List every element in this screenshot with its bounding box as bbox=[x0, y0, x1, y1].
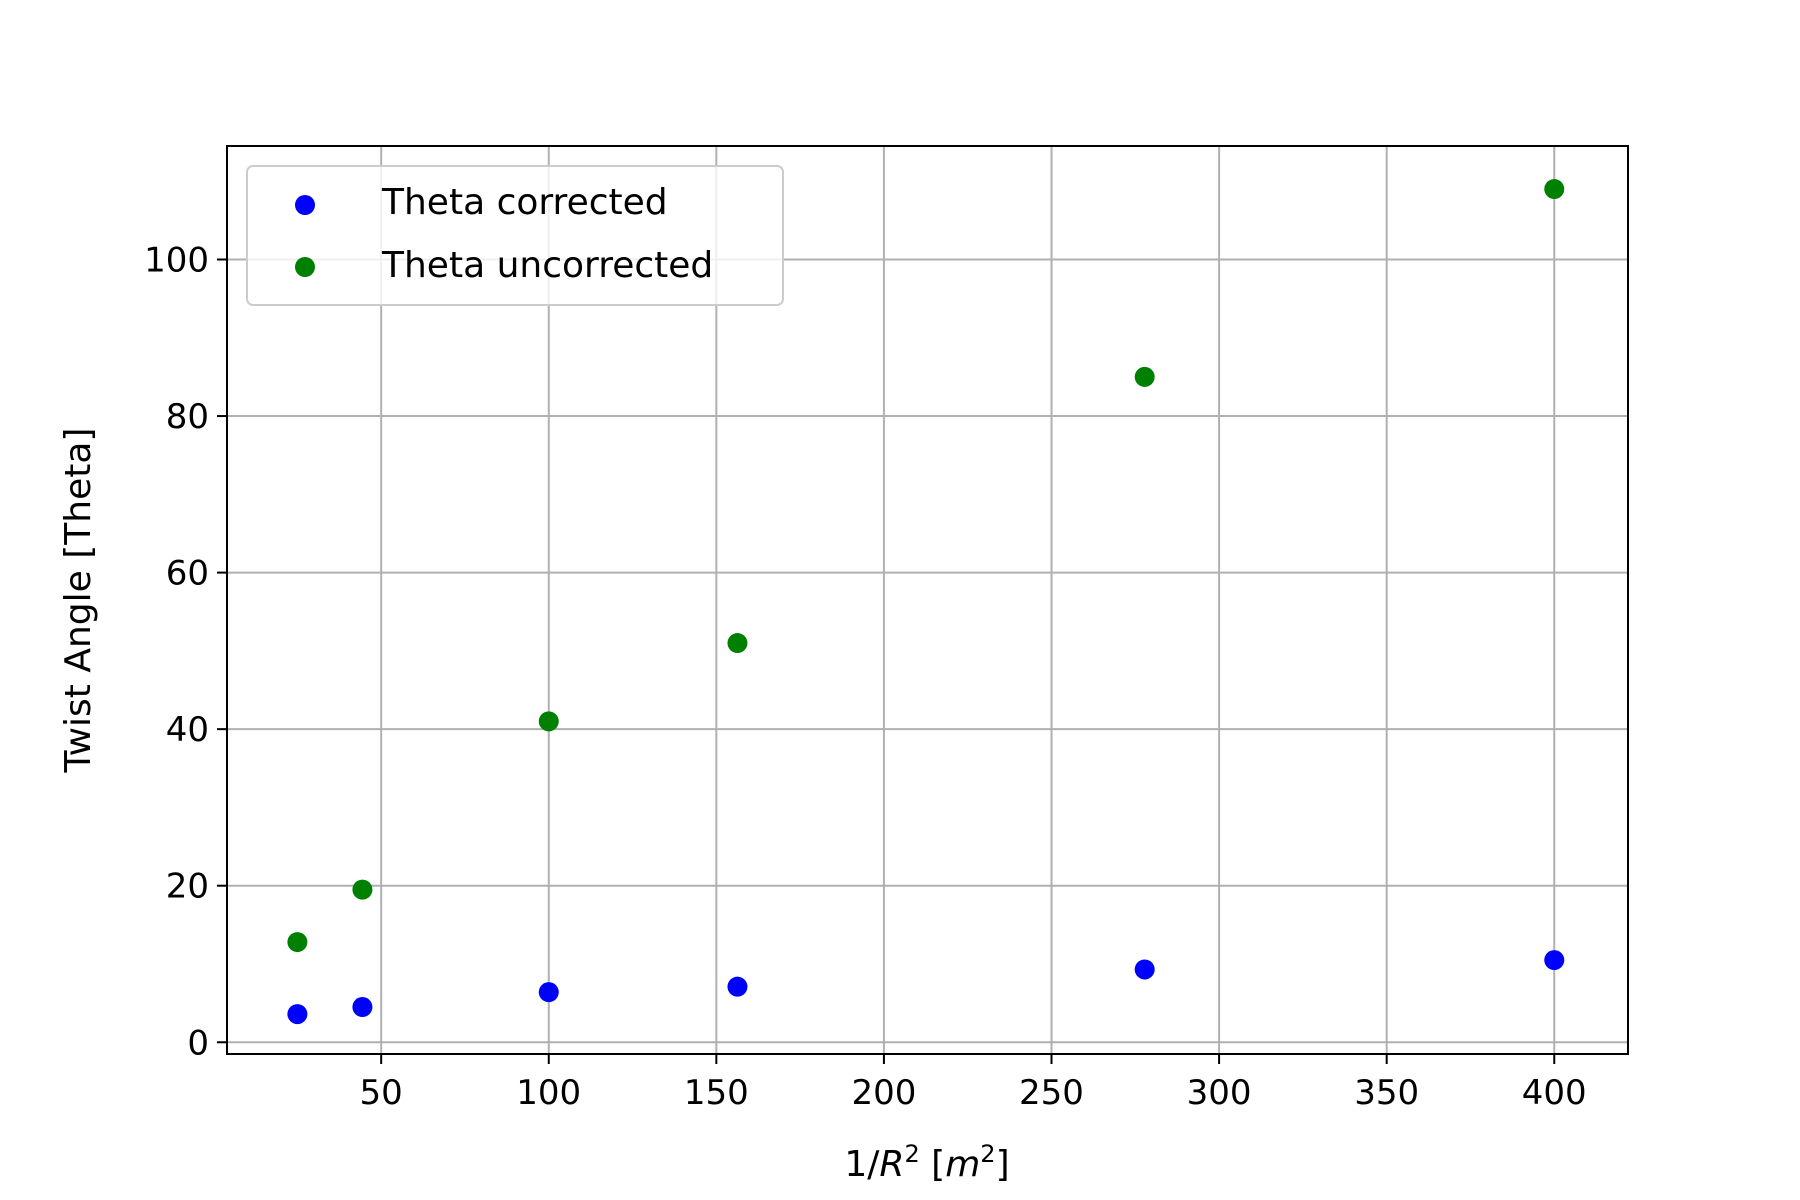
point-theta-corrected bbox=[287, 1004, 308, 1025]
x-tick-label: 250 bbox=[1019, 1073, 1084, 1113]
point-theta-corrected bbox=[352, 997, 373, 1018]
point-theta-uncorrected bbox=[538, 711, 559, 732]
point-theta-uncorrected bbox=[1134, 366, 1155, 387]
point-theta-corrected bbox=[1134, 959, 1155, 980]
point-theta-uncorrected bbox=[727, 633, 748, 654]
legend: Theta corrected Theta uncorrected bbox=[246, 165, 784, 306]
point-theta-uncorrected bbox=[287, 932, 308, 953]
y-tick-label: 80 bbox=[166, 397, 209, 437]
legend-label-theta-corrected: Theta corrected bbox=[381, 182, 668, 223]
y-tick-label: 60 bbox=[166, 554, 209, 594]
legend-marker-theta-corrected bbox=[295, 195, 315, 215]
y-tick-label: 100 bbox=[144, 241, 209, 281]
x-tick-label: 150 bbox=[684, 1073, 749, 1113]
legend-marker-theta-uncorrected bbox=[295, 257, 315, 277]
x-tick-label: 200 bbox=[851, 1073, 916, 1113]
point-theta-uncorrected bbox=[1544, 179, 1565, 200]
y-tick-label: 20 bbox=[166, 867, 209, 907]
point-theta-corrected bbox=[727, 976, 748, 997]
x-axis-label: 1/R2 [m2] bbox=[844, 1140, 1009, 1185]
y-axis-label: Twist Angle [Theta] bbox=[58, 428, 99, 774]
x-tick-label: 350 bbox=[1354, 1073, 1419, 1113]
y-tick-label: 0 bbox=[187, 1023, 209, 1063]
axis-ticks: 50 100 150 200 250 300 350 400 0 20 40 60 80 100 bbox=[144, 241, 1587, 1114]
point-theta-uncorrected bbox=[352, 879, 373, 900]
plot-frame bbox=[226, 145, 1629, 1055]
x-tick-label: 50 bbox=[360, 1073, 403, 1113]
y-tick-label: 40 bbox=[166, 710, 209, 750]
point-theta-corrected bbox=[1544, 950, 1565, 971]
legend-box bbox=[246, 165, 784, 306]
data-points bbox=[287, 179, 1565, 1025]
x-tick-label: 400 bbox=[1522, 1073, 1587, 1113]
point-theta-corrected bbox=[538, 982, 559, 1003]
x-tick-label: 300 bbox=[1187, 1073, 1252, 1113]
legend-label-theta-uncorrected: Theta uncorrected bbox=[381, 245, 713, 286]
x-tick-label: 100 bbox=[516, 1073, 581, 1113]
